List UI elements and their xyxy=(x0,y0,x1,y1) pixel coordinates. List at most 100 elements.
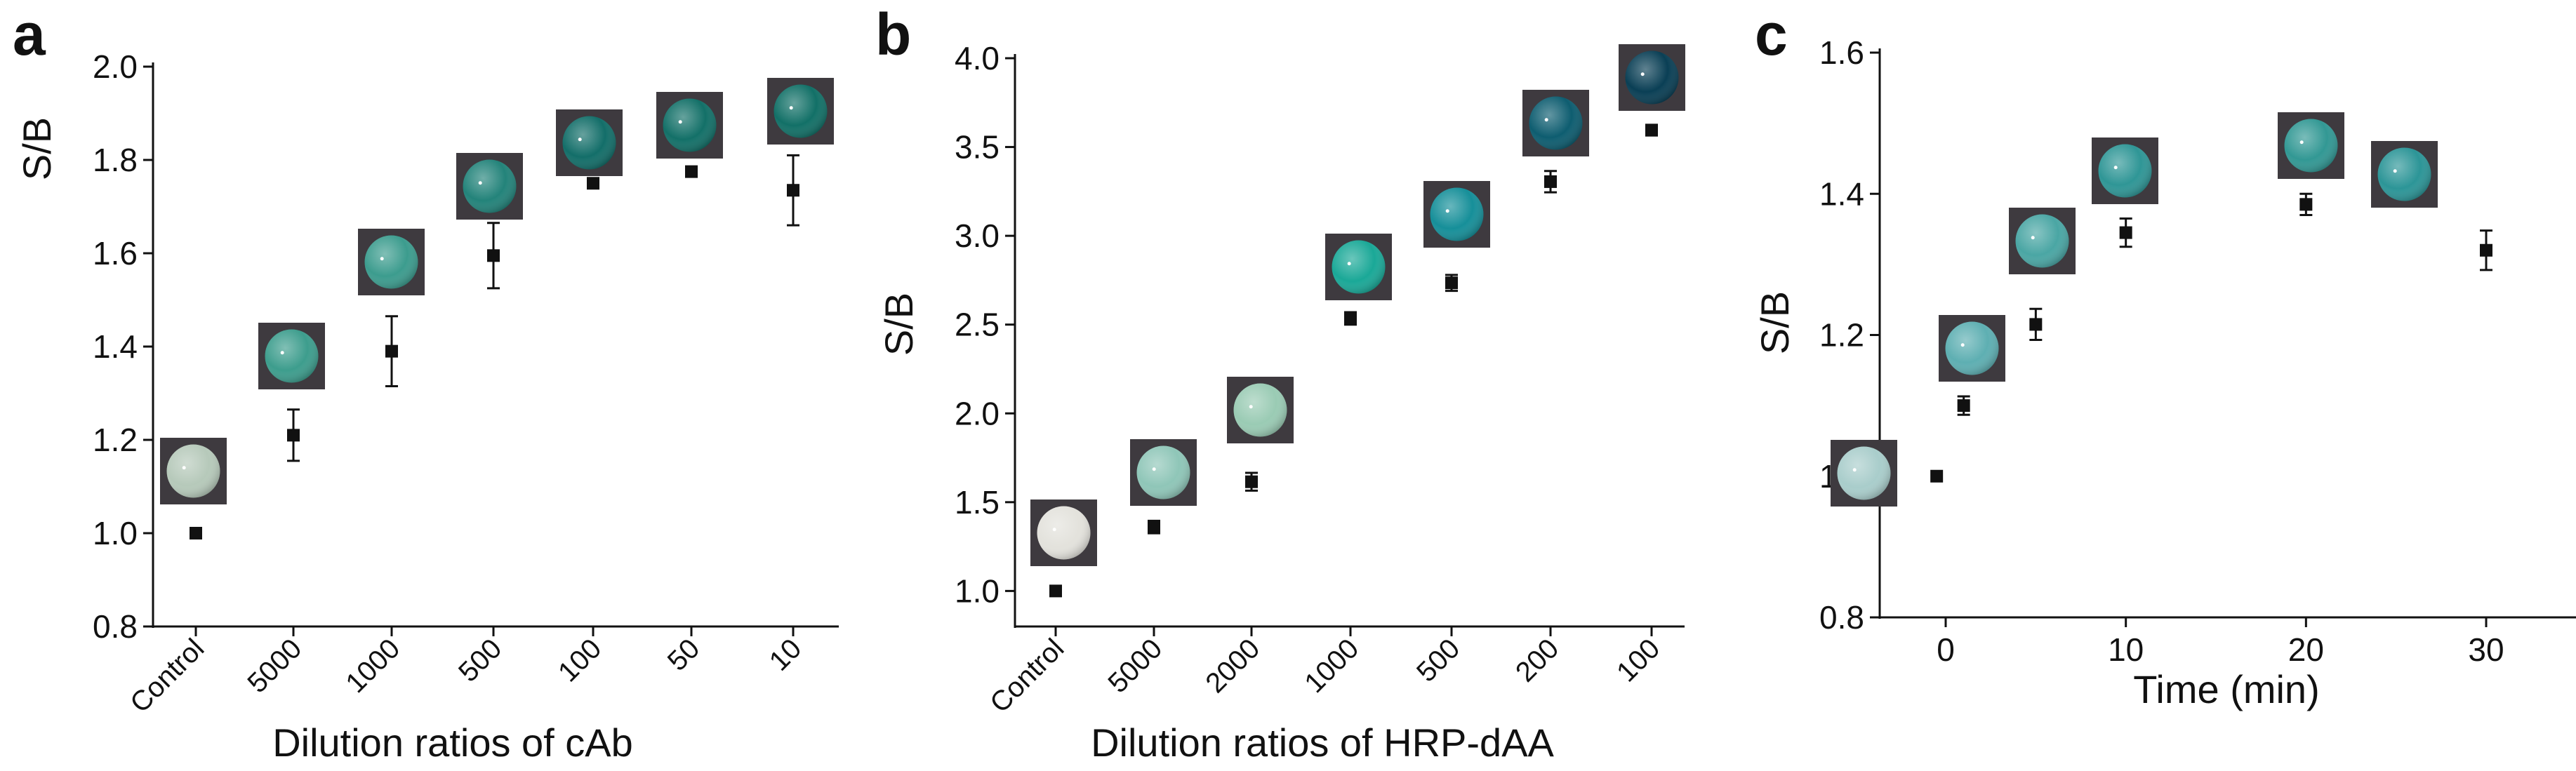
panel-a: a S/B Dilution ratios of cAb 0.8 1.0 1.2 1.… xyxy=(13,1,839,765)
panel-b-plot: 1.0 1.5 2.0 2.5 3.0 3.5 4.0 Control 5000 2000 1000… xyxy=(955,40,1685,719)
panel-b-well-shade xyxy=(1037,506,1091,560)
panel-b-y-tick-label: 3.0 xyxy=(955,217,1000,254)
panel-a-letter: a xyxy=(13,1,46,67)
panel-c-x-axis-title: Time (min) xyxy=(2133,667,2319,711)
panel-c-well-glint xyxy=(2299,140,2304,145)
panel-b-y-tick-label: 2.0 xyxy=(955,395,1000,431)
panel-b-x-tick-label: 5000 xyxy=(1102,633,1168,699)
panel-a-well-shade xyxy=(265,329,319,383)
panel-a-x-tick-label: 1000 xyxy=(340,633,406,699)
panel-a-y-tick-label: 0.8 xyxy=(93,608,138,645)
panel-b-y-tick-label: 3.5 xyxy=(955,129,1000,166)
panel-b-x-tick-label: 1000 xyxy=(1299,633,1365,699)
panel-a-x-tick-label: 500 xyxy=(453,633,507,688)
panel-a-data-point xyxy=(385,344,398,358)
panel-c-well-shade xyxy=(2284,119,2338,173)
panel-a-well-shade xyxy=(166,444,220,498)
panel-b-x-tick-label: 100 xyxy=(1611,633,1666,688)
panel-b-x-tick-label: Control xyxy=(984,633,1070,718)
panel-a-data-point xyxy=(487,249,500,262)
panel-c-y-tick-label: 1.4 xyxy=(1819,175,1864,212)
panel-b-well-shade xyxy=(1332,240,1386,294)
panel-c-x-tick-label: 30 xyxy=(2468,631,2504,668)
panel-a-well-glint xyxy=(182,466,186,470)
panel-c-data-point xyxy=(2480,243,2492,257)
panel-c-x-tick-label: 0 xyxy=(1937,631,1955,668)
panel-a-well-glint xyxy=(678,120,682,124)
panel-c-data-point xyxy=(2119,226,2132,239)
panel-b-y-tick-label: 1.0 xyxy=(955,572,1000,609)
panel-c-y-tick-label: 1.2 xyxy=(1819,317,1864,354)
panel-b-data-point xyxy=(1245,475,1258,488)
panel-a-well-glint xyxy=(478,181,482,185)
panel-a-x-tick-label: 50 xyxy=(662,633,706,677)
panel-a-y-axis-title: S/B xyxy=(15,117,59,180)
panel-b-well-shade xyxy=(1625,51,1679,105)
panel-a-well-glint xyxy=(578,138,582,142)
panel-c-well-glint xyxy=(1960,343,1965,347)
panel-a-well-shade xyxy=(364,235,418,289)
panel-b-y-tick-label: 2.5 xyxy=(955,307,1000,343)
panel-a-y-tick-label: 1.0 xyxy=(93,515,138,551)
panel-a-well-shade xyxy=(463,159,517,213)
panel-b-y-tick-label: 1.5 xyxy=(955,484,1000,521)
panel-c-y-tick-label: 0.8 xyxy=(1819,599,1864,636)
panel-b-well-glint xyxy=(1052,528,1056,532)
panel-b-x-tick-label: 200 xyxy=(1510,633,1565,688)
panel-b-x-tick-label: 2000 xyxy=(1200,633,1266,699)
panel-b-x-axis-title: Dilution ratios of HRP-dAA xyxy=(1091,720,1554,765)
panel-c-data-point xyxy=(1930,469,1944,483)
panel-c-data-point xyxy=(2299,198,2313,211)
panel-c-well-glint xyxy=(2393,169,2397,173)
panel-a-well-shade xyxy=(774,84,828,138)
panel-b-well-glint xyxy=(1445,209,1449,213)
panel-a-x-tick-label: Control xyxy=(124,633,210,718)
panel-b-letter: b xyxy=(875,1,911,67)
panel-a-y-tick-label: 1.6 xyxy=(93,235,138,271)
panel-b-well-glint xyxy=(1152,467,1156,471)
panel-c-y-tick-label: 1.6 xyxy=(1819,34,1864,71)
panel-a-y-tick-label: 1.4 xyxy=(93,328,138,365)
panel-c-well-shade xyxy=(1837,446,1891,500)
panel-a-data-point xyxy=(685,165,698,178)
panel-b-well-shade xyxy=(1529,96,1583,150)
panel-a-plot: 0.8 1.0 1.2 1.4 1.6 1.8 2.0 Control 5000 1000 500 1… xyxy=(93,48,839,719)
panel-b-well-shade xyxy=(1136,445,1190,500)
panel-c-well-glint xyxy=(2031,236,2035,240)
panel-b-well-glint xyxy=(1249,405,1253,409)
panel-b-well-shade xyxy=(1430,187,1484,241)
panel-a-x-tick-label: 10 xyxy=(764,633,808,677)
panel-c-data-point xyxy=(2029,318,2043,331)
panel-a-well-shade xyxy=(562,116,616,170)
panel-a-y-tick-label: 1.2 xyxy=(93,422,138,458)
panel-a-data-point xyxy=(787,184,799,197)
panel-c-well-glint xyxy=(2113,166,2118,170)
panel-b-well-shade xyxy=(1233,383,1287,437)
panel-b-data-point xyxy=(1645,123,1658,137)
panel-c-x-tick-label: 10 xyxy=(2108,631,2144,668)
panel-a-well-glint xyxy=(280,351,284,355)
panel-c-letter: c xyxy=(1755,1,1788,67)
panel-b-data-point xyxy=(1344,311,1357,325)
panel-b-data-point xyxy=(1445,276,1458,290)
panel-b-data-point xyxy=(1148,521,1160,534)
panel-b: b S/B Dilution ratios of HRP-dAA 1.0 1.5 2… xyxy=(875,1,1685,765)
panel-b-data-point xyxy=(1049,584,1062,598)
panel-a-y-tick-label: 2.0 xyxy=(93,48,138,85)
panel-b-well-glint xyxy=(1640,72,1645,76)
panel-c-well-shade xyxy=(2098,144,2152,198)
panel-a-well-shade xyxy=(663,98,717,152)
panel-a-data-point xyxy=(190,527,202,539)
panel-c-y-axis-title: S/B xyxy=(1753,291,1797,354)
panel-a-data-point xyxy=(287,429,300,442)
panel-a-x-tick-label: 5000 xyxy=(241,633,307,699)
panel-b-y-tick-label: 4.0 xyxy=(955,40,1000,76)
panel-b-well-glint xyxy=(1544,118,1548,122)
panel-c-data-point xyxy=(1957,399,1970,413)
panel-c-well-glint xyxy=(1852,468,1857,472)
panel-a-x-tick-label: 100 xyxy=(552,633,607,688)
panel-b-data-point xyxy=(1544,175,1557,188)
